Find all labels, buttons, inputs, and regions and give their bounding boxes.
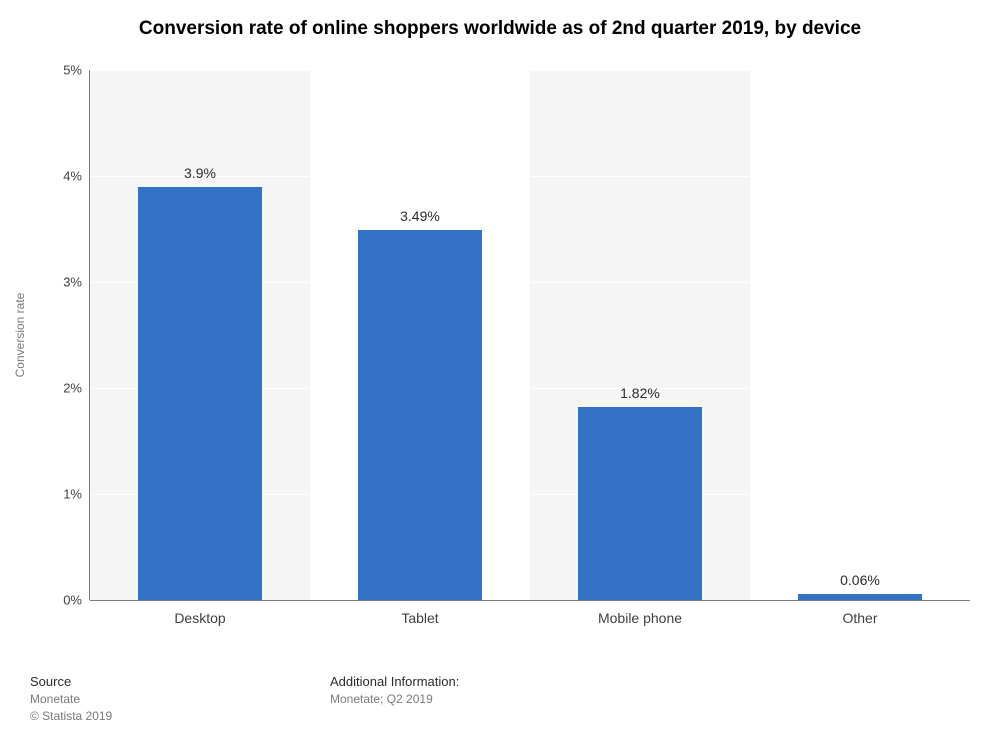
chart-title: Conversion rate of online shoppers world… bbox=[0, 0, 1000, 40]
source-heading: Source bbox=[30, 674, 330, 689]
x-tick-label: Mobile phone bbox=[598, 600, 682, 626]
source-line-1: Monetate bbox=[30, 691, 330, 708]
x-tick-label: Desktop bbox=[174, 600, 225, 626]
x-tick-label: Other bbox=[842, 600, 877, 626]
y-tick-label: 3% bbox=[63, 275, 90, 290]
bar-value-label: 3.9% bbox=[138, 165, 261, 187]
bar: 1.82% bbox=[578, 407, 701, 600]
bar: 3.49% bbox=[358, 230, 481, 600]
y-tick-label: 4% bbox=[63, 169, 90, 184]
bar-value-label: 1.82% bbox=[578, 385, 701, 407]
bar: 3.9% bbox=[138, 187, 261, 600]
bar-value-label: 0.06% bbox=[798, 572, 921, 594]
source-line-2: © Statista 2019 bbox=[30, 708, 330, 725]
y-tick-label: 1% bbox=[63, 487, 90, 502]
plot-area: 0%1%2%3%4%5% 3.9%3.49%1.82%0.06% Desktop… bbox=[90, 70, 970, 600]
info-line-1: Monetate; Q2 2019 bbox=[330, 691, 630, 708]
y-axis-label: Conversion rate bbox=[13, 293, 27, 378]
x-axis-line bbox=[90, 600, 970, 601]
bar-value-label: 3.49% bbox=[358, 208, 481, 230]
footer-info: Additional Information: Monetate; Q2 201… bbox=[330, 674, 630, 725]
footer-source: Source Monetate © Statista 2019 bbox=[30, 674, 330, 725]
x-tick-label: Tablet bbox=[401, 600, 438, 626]
y-axis-line bbox=[89, 70, 90, 600]
footer: Source Monetate © Statista 2019 Addition… bbox=[30, 674, 970, 725]
y-tick-label: 5% bbox=[63, 63, 90, 78]
info-heading: Additional Information: bbox=[330, 674, 630, 689]
y-tick-label: 2% bbox=[63, 381, 90, 396]
y-tick-label: 0% bbox=[63, 593, 90, 608]
bars-group: 3.9% 3.49% 1.82% 0.06% bbox=[90, 70, 970, 600]
chart-container: Conversion rate of online shoppers world… bbox=[0, 0, 1000, 743]
